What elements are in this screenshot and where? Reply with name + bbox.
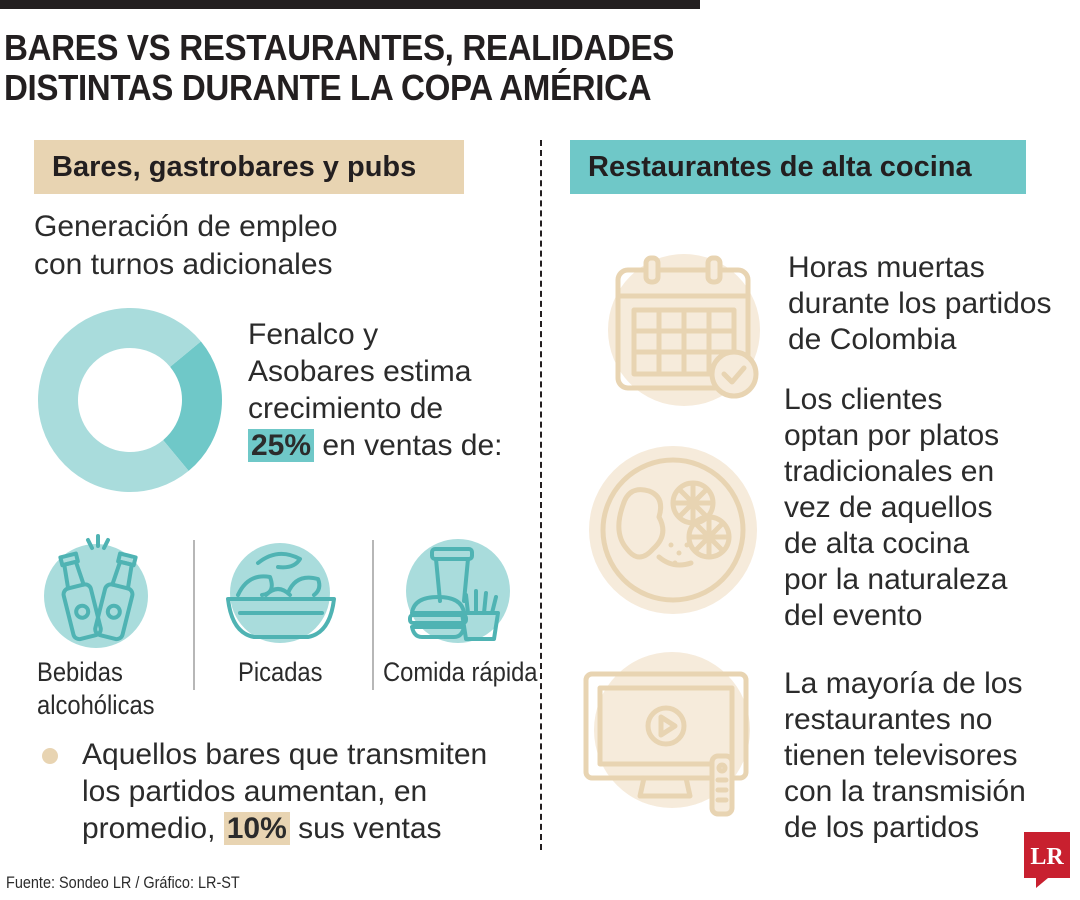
category-label-picadas: Picadas: [238, 657, 323, 687]
right-item-3-line-3: tienen televisores: [784, 739, 1018, 772]
sales-percentage: 10%: [223, 812, 290, 845]
top-rule: [0, 0, 700, 9]
category-separator-1: [193, 540, 195, 690]
right-item-3-text: La mayoría de los restaurantes no tienen…: [784, 666, 1026, 846]
calendar-icon: [608, 254, 760, 406]
column-divider: [540, 140, 542, 850]
bullet-line-3-before: promedio,: [82, 812, 224, 845]
food-plate-icon: [589, 446, 757, 614]
right-item-2-line-6: por la naturaleza: [784, 563, 1008, 596]
right-item-3-line-1: La mayoría de los: [784, 667, 1023, 700]
bullet-line-1: Aquellos bares que transmiten: [82, 738, 488, 771]
category-label-drinks-line-1: Bebidas: [37, 657, 123, 687]
estimate-text: Fenalco y Asobares estima crecimiento de…: [248, 316, 503, 464]
donut-segment-growth: [162, 341, 222, 471]
beer-bottles-icon: [44, 534, 148, 648]
right-item-3-line-2: restaurantes no: [784, 703, 993, 736]
snack-bowl-icon: [226, 543, 336, 643]
right-item-1-line-2: durante los partidos: [788, 287, 1052, 320]
growth-donut-chart: [38, 308, 222, 492]
left-lead-line-2: con turnos adicionales: [34, 248, 333, 281]
right-item-2-line-1: Los clientes: [784, 383, 943, 416]
right-item-3-line-5: de los partidos: [784, 811, 980, 844]
right-item-1-text: Horas muertas durante los partidos de Co…: [788, 250, 1052, 358]
right-item-2-text: Los clientes optan por platos tradiciona…: [784, 382, 1007, 634]
headline-line-1: BARES VS RESTAURANTES, REALIDADES: [4, 27, 674, 68]
television-icon: [583, 652, 750, 817]
right-item-1-line-1: Horas muertas: [788, 251, 985, 284]
category-separator-2: [372, 540, 374, 690]
estimate-line-4: 25% en ventas de:: [248, 427, 503, 464]
donut-segment-remainder: [38, 308, 201, 492]
headline: BARES VS RESTAURANTES, REALIDADES DISTIN…: [4, 28, 703, 108]
bullet-text: Aquellos bares que transmiten los partid…: [82, 736, 487, 847]
right-item-2-line-5: de alta cocina: [784, 527, 970, 560]
bullet-line-3-after: sus ventas: [289, 812, 442, 845]
right-section-tag: Restaurantes de alta cocina: [570, 140, 1026, 194]
right-item-1-line-3: de Colombia: [788, 323, 957, 356]
right-item-2-line-4: vez de aquellos: [784, 491, 993, 524]
estimate-line-3: crecimiento de: [248, 392, 444, 425]
headline-line-2: DISTINTAS DURANTE LA COPA AMÉRICA: [4, 67, 652, 108]
lr-logo: LR: [1024, 832, 1070, 888]
right-item-2-line-2: optan por platos: [784, 419, 1000, 452]
svg-text:LR: LR: [1030, 844, 1064, 870]
category-label-fast-food: Comida rápida: [383, 657, 538, 687]
source-credit: Fuente: Sondeo LR / Gráfico: LR-ST: [6, 873, 240, 892]
right-item-2-line-7: del evento: [784, 599, 923, 632]
bullet-dot: [42, 748, 58, 764]
growth-percentage: 25%: [248, 429, 315, 462]
left-section-tag: Bares, gastrobares y pubs: [34, 140, 464, 194]
estimate-line-1: Fenalco y: [248, 318, 379, 351]
right-item-3-line-4: con la transmisión: [784, 775, 1026, 808]
category-label-drinks-line-2: alcohólicas: [37, 690, 155, 720]
left-lead-line-1: Generación de empleo: [34, 210, 338, 243]
right-item-2-line-3: tradicionales en: [784, 455, 995, 488]
bullet-line-3: promedio, 10% sus ventas: [82, 810, 487, 847]
bullet-line-2: los partidos aumentan, en: [82, 775, 428, 808]
category-label-drinks: Bebidas alcohólicas: [37, 656, 155, 722]
estimate-line-2: Asobares estima: [248, 355, 472, 388]
fast-food-icon: [406, 539, 510, 643]
estimate-line-4-rest: en ventas de:: [314, 429, 503, 462]
left-lead-text: Generación de empleo con turnos adiciona…: [34, 208, 338, 284]
